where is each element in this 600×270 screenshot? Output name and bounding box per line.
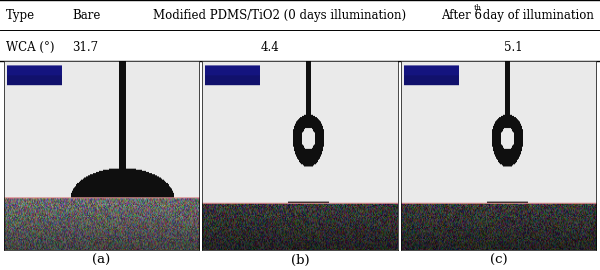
Text: WCA (°): WCA (°)	[6, 41, 55, 54]
Text: Type: Type	[6, 9, 35, 22]
Text: Modified PDMS/TiO2 (0 days illumination): Modified PDMS/TiO2 (0 days illumination)	[153, 9, 406, 22]
Text: 5.1: 5.1	[503, 41, 523, 54]
Text: (a): (a)	[92, 254, 110, 267]
Text: 31.7: 31.7	[72, 41, 98, 54]
Text: Bare: Bare	[72, 9, 100, 22]
Text: (c): (c)	[490, 254, 508, 267]
Text: day of illumination: day of illumination	[479, 9, 593, 22]
Text: th: th	[473, 4, 481, 12]
Text: 4.4: 4.4	[260, 41, 280, 54]
Text: After 6: After 6	[441, 9, 482, 22]
Text: (b): (b)	[290, 254, 310, 267]
